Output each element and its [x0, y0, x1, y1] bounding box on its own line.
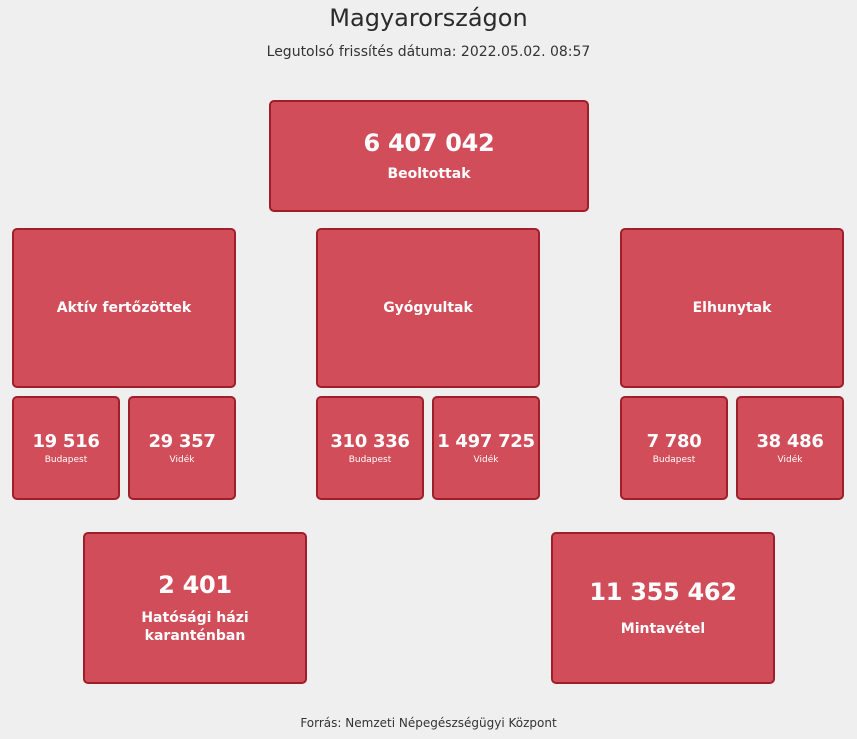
- recovered-budapest-label: Budapest: [348, 455, 392, 465]
- samples-label: Mintavétel: [620, 621, 706, 637]
- deceased-countryside-value: 38 486: [756, 431, 824, 452]
- vaccinated-value: 6 407 042: [363, 129, 495, 157]
- samples-card: 11 355 462 Mintavétel: [551, 532, 775, 684]
- recovered-countryside-value: 1 497 725: [437, 431, 535, 452]
- deceased-budapest-value: 7 780: [646, 431, 702, 452]
- quarantine-value: 2 401: [158, 571, 232, 599]
- recovered-budapest-card: 310 336 Budapest: [316, 396, 424, 500]
- last-updated-text: Legutolsó frissítés dátuma: 2022.05.02. …: [266, 44, 591, 60]
- recovered-countryside-card: 1 497 725 Vidék: [432, 396, 540, 500]
- active-countryside-label: Vidék: [169, 455, 195, 465]
- page-title: Magyarországon: [329, 4, 528, 32]
- recovered-budapest-value: 310 336: [330, 431, 410, 452]
- recovered-label: Gyógyultak: [383, 300, 473, 316]
- recovered-card: Gyógyultak: [316, 228, 540, 388]
- deceased-countryside-card: 38 486 Vidék: [736, 396, 844, 500]
- deceased-card: Elhunytak: [620, 228, 844, 388]
- active-budapest-label: Budapest: [44, 455, 88, 465]
- source-text: Forrás: Nemzeti Népegészségügyi Központ: [300, 716, 557, 730]
- recovered-countryside-label: Vidék: [473, 455, 499, 465]
- quarantine-card: 2 401 Hatósági házi karanténban: [83, 532, 307, 684]
- active-infected-card: Aktív fertőzöttek: [12, 228, 236, 388]
- active-infected-label: Aktív fertőzöttek: [56, 300, 192, 316]
- deceased-budapest-label: Budapest: [652, 455, 696, 465]
- deceased-countryside-label: Vidék: [777, 455, 803, 465]
- vaccinated-card: 6 407 042 Beoltottak: [269, 100, 589, 212]
- vaccinated-label: Beoltottak: [387, 166, 471, 182]
- active-countryside-card: 29 357 Vidék: [128, 396, 236, 500]
- deceased-budapest-card: 7 780 Budapest: [620, 396, 728, 500]
- active-budapest-card: 19 516 Budapest: [12, 396, 120, 500]
- active-budapest-value: 19 516: [32, 431, 100, 452]
- deceased-label: Elhunytak: [692, 300, 772, 316]
- quarantine-label: Hatósági házi karanténban: [141, 610, 249, 644]
- active-countryside-value: 29 357: [148, 431, 216, 452]
- samples-value: 11 355 462: [589, 578, 737, 606]
